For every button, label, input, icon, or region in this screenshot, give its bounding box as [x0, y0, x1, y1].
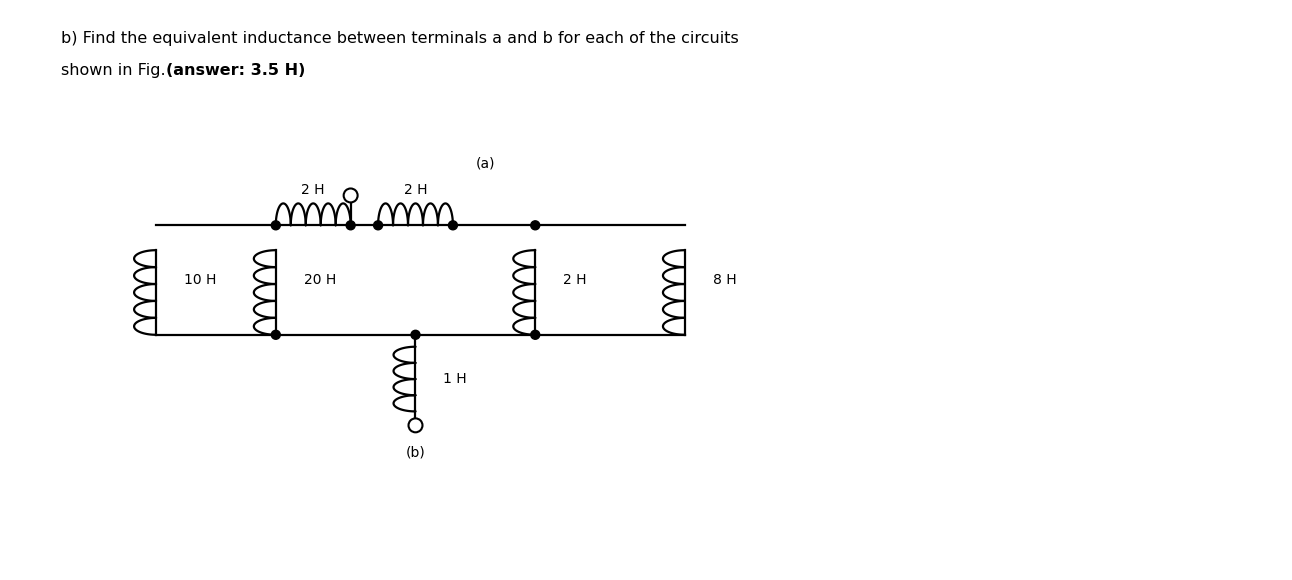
Text: 10 H: 10 H [183, 273, 216, 287]
Text: 8 H: 8 H [713, 273, 736, 287]
Circle shape [531, 221, 540, 230]
Circle shape [346, 221, 355, 230]
Circle shape [271, 330, 280, 339]
Text: shown in Fig.: shown in Fig. [61, 63, 171, 78]
Circle shape [373, 221, 382, 230]
Circle shape [344, 188, 358, 202]
Text: 2 H: 2 H [563, 273, 587, 287]
Circle shape [411, 330, 420, 339]
Circle shape [271, 221, 280, 230]
Text: (a): (a) [475, 157, 495, 171]
Circle shape [531, 330, 540, 339]
Text: 20 H: 20 H [304, 273, 336, 287]
Circle shape [448, 221, 457, 230]
Text: 2 H: 2 H [403, 183, 428, 197]
Text: (answer: 3.5 H): (answer: 3.5 H) [167, 63, 305, 78]
Text: (b): (b) [406, 445, 425, 459]
Circle shape [408, 418, 422, 432]
Text: b) Find the equivalent inductance between terminals a and b for each of the circ: b) Find the equivalent inductance betwee… [61, 31, 739, 46]
Text: 1 H: 1 H [443, 372, 468, 386]
Text: 2 H: 2 H [301, 183, 326, 197]
